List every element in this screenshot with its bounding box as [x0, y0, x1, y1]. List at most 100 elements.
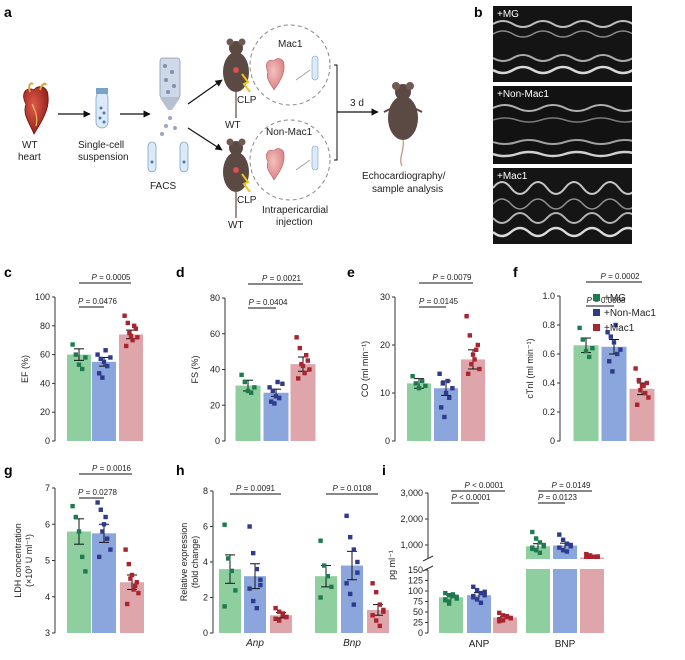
y-axis-label-h: Relative expression — [179, 523, 189, 602]
mouse-top-illustration — [223, 38, 251, 118]
y-tick-label-d-2: 40 — [210, 365, 220, 375]
point-e-nonmac1-4 — [450, 386, 455, 391]
y-tick-label-upper-1: 2,000 — [400, 514, 423, 524]
point-g-mg-3 — [80, 554, 85, 560]
chart-h: h 0 2 4 6 8 Relative expression (fold change) An… — [176, 462, 389, 649]
point-f-mg-3 — [587, 354, 592, 360]
y-tick-label-e-3: 30 — [380, 292, 390, 302]
point-i-ANP-mg-0 — [443, 590, 448, 596]
y-tick-label-upper-0: 1,000 — [400, 540, 423, 550]
axis-break-marks-i — [422, 555, 434, 572]
bar-h-Bnp-mg — [315, 576, 337, 633]
pvalue-i-2: P = 0.0149 — [552, 481, 591, 490]
point-e-mac1-6 — [469, 362, 474, 367]
y-tick-label-g-4: 7 — [45, 483, 50, 493]
point-f-nonmac1-6 — [610, 369, 615, 374]
point-i-ANP-nonmac1-0 — [471, 584, 476, 589]
point-i-ANP-mac1-1 — [500, 613, 506, 618]
y-axis-label-i: pg ml⁻¹ — [387, 550, 397, 580]
y-tick-label-h-1: 2 — [203, 593, 208, 603]
point-h-Bnp-mg-0 — [318, 538, 323, 543]
point-i-ANP-mac1-7 — [508, 616, 513, 621]
echo-trace-nonmac1 — [493, 86, 632, 164]
point-f-nonmac1-3 — [615, 351, 620, 357]
y-axis-label2-h: (fold change) — [190, 536, 200, 589]
bar-e-nonmac1 — [434, 388, 458, 441]
point-h-Anp-mg-3 — [233, 588, 238, 593]
y-tick-label-h-0: 0 — [203, 628, 208, 638]
point-i-BNP-mg-5 — [533, 548, 539, 553]
point-d-mac1-1 — [297, 345, 302, 351]
point-c-nonmac1-5 — [97, 371, 102, 376]
pvalue-f-1: P = 0.0088 — [587, 296, 626, 305]
point-d-mg-2 — [245, 388, 251, 394]
wt-heart-label-2: heart — [18, 152, 41, 163]
point-g-nonmac1-6 — [100, 529, 105, 534]
mac1-syringe-icon — [295, 55, 319, 81]
point-e-mac1-3 — [474, 347, 479, 352]
y-tick-label-f-4: 0.8 — [542, 320, 555, 330]
pvalue-d-1: P = 0.0404 — [249, 298, 288, 307]
panel-label-i: i — [382, 462, 386, 478]
analysis-mouse-illustration — [383, 82, 423, 167]
echo-trace-mac1 — [493, 168, 632, 244]
pvalue-c-0: P = 0.0005 — [92, 273, 131, 282]
point-i-BNP-mac1-5 — [587, 555, 593, 561]
point-c-mac1-6 — [127, 330, 132, 336]
point-i-ANP-nonmac1-6 — [478, 600, 484, 605]
point-e-mg-0 — [410, 374, 415, 379]
bar-h-Anp-mg — [219, 569, 241, 633]
point-c-mg-2 — [76, 362, 82, 367]
point-h-Anp-mac1-0 — [273, 605, 278, 611]
y-tick-label-d-0: 0 — [215, 436, 220, 446]
point-f-mac1-0 — [633, 366, 638, 371]
chart-g: g 3 4 5 6 7 LDH concentration (×10³ U ml⁻¹) P = … — [4, 462, 144, 638]
point-h-Anp-nonmac1-5 — [251, 598, 256, 604]
y-tick-label-c-5: 100 — [35, 292, 50, 302]
point-i-ANP-mg-7 — [454, 594, 459, 600]
three-days-label: 3 d — [350, 98, 364, 109]
y-tick-label-lower-1: 25 — [413, 618, 423, 628]
point-i-BNP-mg-1 — [533, 536, 539, 541]
mouse-bottom-illustration — [223, 138, 251, 218]
y-axis-label-d: FS (%) — [190, 355, 200, 383]
nonmac1-heart-icon — [266, 148, 285, 181]
point-i-BNP-nonmac1-2 — [564, 541, 570, 546]
legend-label-mac1: +Mac1 — [604, 323, 635, 334]
point-e-mg-2 — [416, 386, 422, 391]
point-i-BNP-mac1-0 — [584, 551, 589, 557]
point-h-Bnp-mac1-6 — [377, 623, 382, 629]
point-c-nonmac1-1 — [98, 356, 103, 362]
point-d-nonmac1-6 — [272, 401, 277, 406]
point-h-Bnp-mac1-4 — [370, 613, 375, 618]
point-d-nonmac1-7 — [275, 379, 280, 385]
pvalue-i-1: P < 0.0001 — [452, 493, 491, 502]
point-i-BNP-nonmac1-5 — [560, 548, 566, 553]
point-f-mac1-4 — [646, 395, 651, 400]
point-c-nonmac1-2 — [101, 359, 107, 364]
point-h-Anp-nonmac1-2 — [254, 566, 259, 572]
point-h-Anp-mg-1 — [226, 556, 231, 561]
legend-label-nonmac1: +Non-Mac1 — [604, 308, 656, 319]
point-c-mac1-8 — [133, 326, 138, 331]
point-h-Bnp-nonmac1-6 — [351, 602, 356, 607]
point-h-Bnp-mac1-7 — [381, 607, 386, 613]
pvalue-e-0: P = 0.0079 — [433, 273, 472, 282]
echo-image-nonmac1: +Non-Mac1 — [493, 86, 632, 164]
bar-i-BNP-nonmac1 — [553, 545, 577, 633]
point-h-Anp-nonmac1-6 — [254, 605, 259, 611]
point-e-mg-1 — [413, 381, 418, 386]
panel-label-d: d — [176, 264, 185, 280]
point-i-ANP-nonmac1-8 — [471, 593, 476, 599]
chart-c: c 0 20 40 60 80 100 EF (%) P = 0.0005 P = 0.0476 — [4, 264, 143, 446]
point-h-Anp-nonmac1-1 — [251, 550, 256, 556]
point-g-mg-0 — [70, 503, 75, 509]
panel-label-g: g — [4, 462, 13, 478]
point-g-mac1-8 — [134, 580, 139, 585]
point-h-Bnp-mg-4 — [318, 595, 323, 600]
point-d-nonmac1-2 — [273, 394, 279, 399]
bar-e-mac1 — [461, 359, 485, 441]
single-cell-label-2: suspension — [78, 152, 129, 163]
point-d-nonmac1-5 — [269, 399, 274, 404]
bar-f-nonmac1 — [601, 346, 627, 441]
